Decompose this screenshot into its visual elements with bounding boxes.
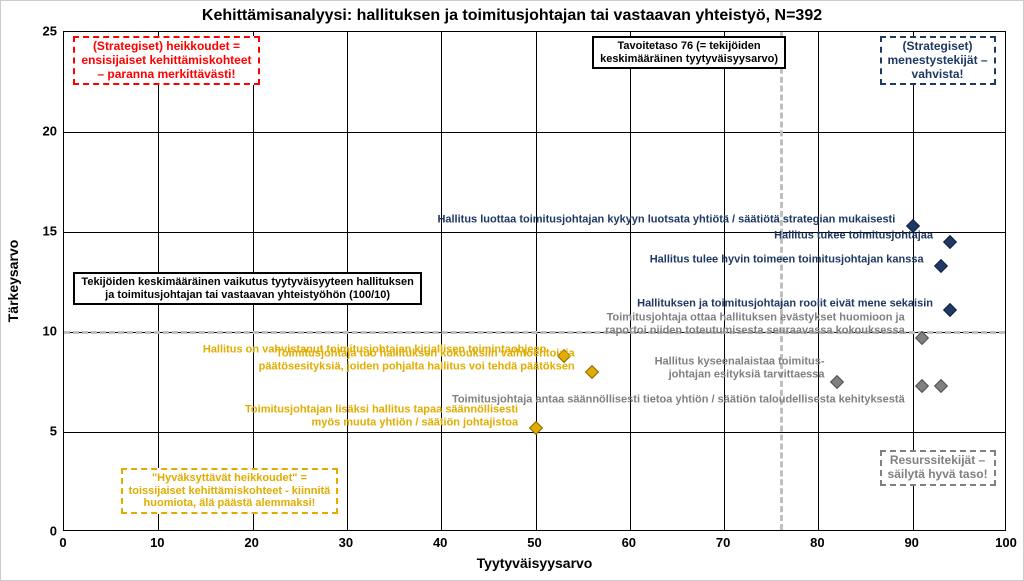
annotation-box-tr: (Strategiset)menestystekijät –vahvista! bbox=[880, 36, 996, 85]
x-axis-label: Tyytyväisyysarvo bbox=[477, 555, 593, 571]
data-point bbox=[943, 303, 957, 317]
annotation-box-br: Resurssitekijät –säilytä hyvä taso! bbox=[880, 450, 996, 486]
grid-v bbox=[441, 32, 442, 530]
grid-v bbox=[724, 32, 725, 530]
xtick: 90 bbox=[904, 535, 918, 550]
data-point bbox=[934, 379, 948, 393]
y-axis-label: Tärkeysarvo bbox=[5, 240, 21, 323]
point-label: Toimitusjohtajan lisäksi hallitus tapaa … bbox=[245, 403, 518, 428]
xtick: 30 bbox=[339, 535, 353, 550]
grid-v bbox=[818, 32, 819, 530]
data-point bbox=[915, 379, 929, 393]
data-point bbox=[943, 235, 957, 249]
point-label: Hallitus luottaa toimitusjohtajan kykyyn… bbox=[437, 214, 895, 227]
annotation-box-tl: (Strategiset) heikkoudet =ensisijaiset k… bbox=[73, 36, 259, 85]
xtick: 40 bbox=[433, 535, 447, 550]
xtick: 50 bbox=[527, 535, 541, 550]
point-label: Hallituksen ja toimitusjohtajan roolit e… bbox=[637, 298, 933, 311]
xtick: 20 bbox=[244, 535, 258, 550]
point-label: Hallitus tulee hyvin toimeen toimitusjoh… bbox=[650, 254, 924, 267]
ytick: 10 bbox=[1, 324, 57, 339]
annotation-box-mid: Tekijöiden keskimääräinen vaikutus tyyty… bbox=[73, 272, 421, 305]
chart-container: Kehittämisanalyysi: hallituksen ja toimi… bbox=[0, 0, 1024, 581]
xtick: 70 bbox=[716, 535, 730, 550]
point-label: Hallitus tukee toimitusjohtajaa bbox=[774, 230, 933, 243]
grid-v bbox=[536, 32, 537, 530]
xtick: 60 bbox=[622, 535, 636, 550]
point-label: Hallitus kyseenalaistaa toimitus-johtaja… bbox=[655, 355, 825, 380]
xtick: 100 bbox=[995, 535, 1017, 550]
data-point bbox=[830, 375, 844, 389]
data-point bbox=[934, 259, 948, 273]
ytick: 5 bbox=[1, 424, 57, 439]
ytick: 0 bbox=[1, 524, 57, 539]
ytick: 20 bbox=[1, 124, 57, 139]
point-label: Toimitusjohtaja ottaa hallituksen evästy… bbox=[605, 311, 905, 336]
ytick: 25 bbox=[1, 24, 57, 39]
grid-h bbox=[64, 132, 1005, 133]
annotation-box-bl: "Hyväksyttävät heikkoudet" =toissijaiset… bbox=[121, 468, 339, 514]
point-label: Toimitusjohtaja tuo hallituksen kokouksi… bbox=[259, 347, 575, 372]
point-label: Toimitusjohtaja antaa säännöllisesti tie… bbox=[452, 394, 905, 407]
data-point bbox=[585, 365, 599, 379]
ref-vertical bbox=[780, 32, 783, 530]
xtick: 0 bbox=[59, 535, 66, 550]
chart-title: Kehittämisanalyysi: hallituksen ja toimi… bbox=[1, 1, 1023, 25]
ytick: 15 bbox=[1, 224, 57, 239]
grid-v bbox=[630, 32, 631, 530]
xtick: 80 bbox=[810, 535, 824, 550]
xtick: 10 bbox=[150, 535, 164, 550]
annotation-box-tc: Tavoitetaso 76 (= tekijöidenkeskimääräin… bbox=[592, 36, 786, 69]
plot-area: Hallitus luottaa toimitusjohtajan kykyyn… bbox=[63, 31, 1006, 531]
